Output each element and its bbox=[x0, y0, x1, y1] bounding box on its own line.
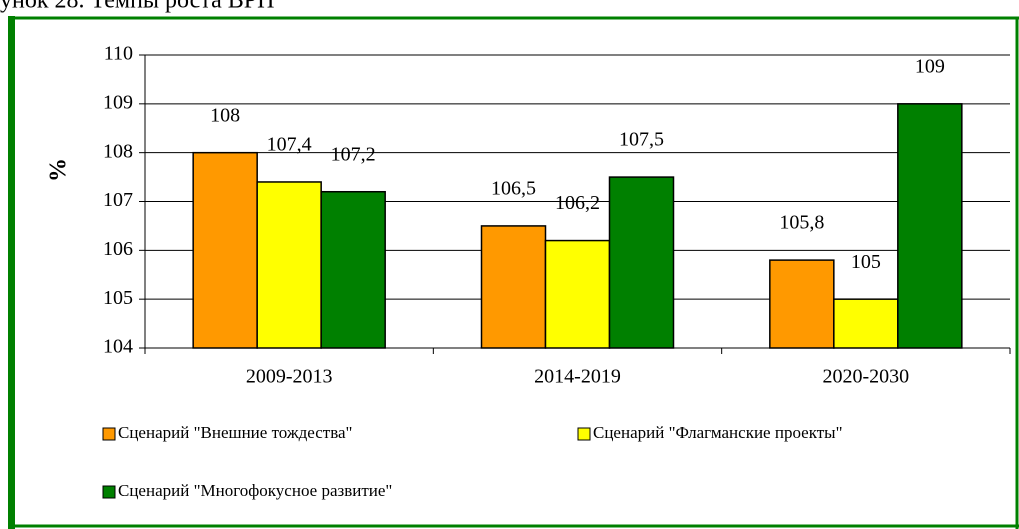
y-axis-label: % bbox=[46, 158, 72, 182]
legend-label: Сценарий "Внешние тождества" bbox=[118, 423, 352, 442]
x-tick-label: 2014-2019 bbox=[534, 366, 621, 388]
value-label: 107,5 bbox=[619, 129, 664, 151]
bar bbox=[897, 103, 963, 349]
value-label: 106,2 bbox=[555, 192, 600, 214]
legend-swatch bbox=[577, 427, 591, 441]
value-label: 105,8 bbox=[779, 212, 824, 234]
bar bbox=[192, 151, 258, 349]
legend-label: Сценарий "Многофокусное развитие" bbox=[118, 481, 392, 500]
bar bbox=[769, 259, 835, 349]
chart-title: унок 28. Темпы роста ВРП bbox=[0, 0, 274, 14]
bar bbox=[544, 239, 611, 349]
y-tick-label: 104 bbox=[103, 336, 133, 358]
x-tick-label: 2009-2013 bbox=[246, 366, 333, 388]
y-tick-label: 105 bbox=[103, 287, 133, 309]
y-tick-label: 107 bbox=[103, 189, 133, 211]
x-tick-label: 2020-2030 bbox=[822, 366, 909, 388]
legend-label: Сценарий "Флагманские проекты" bbox=[593, 423, 843, 442]
value-label: 107,4 bbox=[267, 134, 312, 156]
y-tick-label: 106 bbox=[103, 238, 133, 260]
y-tick-label: 109 bbox=[103, 91, 133, 113]
value-label: 109 bbox=[915, 55, 945, 77]
value-label: 107,2 bbox=[331, 143, 376, 165]
bar bbox=[833, 298, 899, 349]
bar bbox=[608, 176, 675, 349]
y-tick-label: 110 bbox=[104, 43, 133, 65]
value-label: 105 bbox=[851, 251, 881, 273]
y-tick-label: 108 bbox=[103, 140, 133, 162]
bar bbox=[480, 225, 547, 349]
frame-left bbox=[8, 16, 15, 529]
legend-swatch bbox=[102, 485, 116, 499]
legend-swatch bbox=[102, 427, 116, 441]
bar bbox=[256, 181, 322, 349]
value-label: 108 bbox=[210, 104, 240, 126]
value-label: 106,5 bbox=[491, 178, 536, 200]
bar bbox=[320, 190, 386, 349]
